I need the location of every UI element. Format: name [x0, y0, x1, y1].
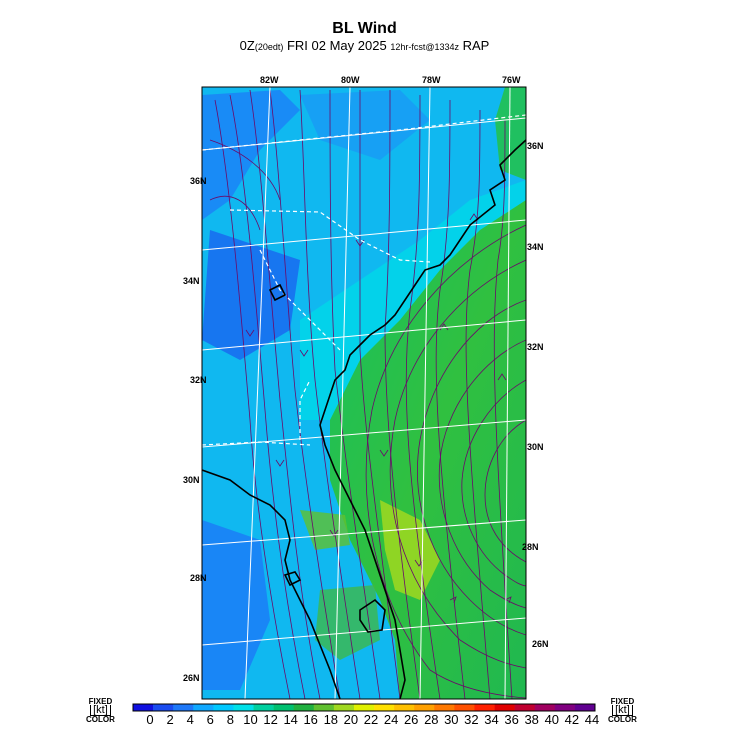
- peninsula-wind-patch: [300, 510, 350, 550]
- colorbar-tick-label: 16: [303, 712, 318, 727]
- lon-label-80w: 80W: [341, 75, 360, 85]
- map-subtitle: 0Z(20edt) FRI 02 May 2025 12hr-fcst@1334…: [0, 38, 729, 53]
- colorbar-right-fixed: FIXED: [610, 697, 635, 706]
- lon-label-82w: 82W: [260, 75, 279, 85]
- lat-label-right-30n: 30N: [527, 442, 544, 452]
- colorbar-tick-label: 4: [186, 712, 194, 727]
- subtitle-edt: (20edt): [254, 42, 284, 52]
- colorbar-tick-label: 8: [226, 712, 234, 727]
- subtitle-time: 0Z: [239, 38, 255, 53]
- colorbar-tick-label: 44: [584, 712, 600, 727]
- lat-label-right-34n: 34N: [527, 242, 544, 252]
- colorbar-tick-label: 38: [524, 712, 539, 727]
- subtitle-date: FRI 02 May 2025: [283, 38, 391, 53]
- colorbar-right-unit: [kt]: [612, 705, 633, 716]
- colorbar-tick-label: 28: [424, 712, 439, 727]
- lon-label-78w: 78W: [422, 75, 441, 85]
- colorbar-tick-label: 12: [263, 712, 278, 727]
- low-wind-patch: [202, 90, 300, 220]
- lat-label-right-32n: 32N: [527, 342, 544, 352]
- lat-label-left-26n: 26N: [183, 673, 200, 683]
- colorbar-left-fixed: FIXED: [88, 697, 113, 706]
- low-wind-patch: [202, 230, 300, 360]
- lat-label-left-34n: 34N: [183, 276, 200, 286]
- colorbar-left-unit: [kt]: [90, 705, 111, 716]
- colorbar-tick-label: 30: [444, 712, 459, 727]
- lat-label-left-30n: 30N: [183, 475, 200, 485]
- lat-label-left-32n: 32N: [190, 375, 207, 385]
- colorbar-tick-label: 42: [564, 712, 580, 727]
- lat-label-right-28n: 28N: [522, 542, 539, 552]
- colorbar-tick-label: 24: [383, 712, 399, 727]
- state-borders: [202, 114, 526, 446]
- coastline: [202, 139, 526, 699]
- colorbar-right-legend: FIXED [kt] COLOR: [608, 697, 637, 724]
- colorbar-tick-label: 32: [464, 712, 479, 727]
- lat-label-right-26n: 26N: [532, 639, 549, 649]
- low-wind-patch: [202, 520, 270, 690]
- colorbar-right-color: COLOR: [608, 715, 637, 724]
- colorbar-tick-label: 18: [323, 712, 339, 727]
- streamlines: [209, 89, 526, 699]
- colorbar-tick-label: 0: [146, 712, 154, 727]
- map-title: BL Wind: [332, 20, 397, 37]
- colorbar-left-color: COLOR: [86, 715, 115, 724]
- colorbar-tick-label: 36: [504, 712, 519, 727]
- subtitle-forecast: 12hr-fcst@1334z: [390, 42, 459, 52]
- colorbar-left-legend: FIXED [kt] COLOR: [86, 697, 115, 724]
- colorbar-tick-label: 6: [206, 712, 214, 727]
- colorbar-tick-label: 40: [544, 712, 560, 727]
- lat-label-right-36n: 36N: [527, 141, 544, 151]
- colorbar-tick-label: 22: [363, 712, 379, 727]
- coastal-wind-band: [300, 180, 526, 420]
- colorbar-tick-label: 2: [166, 712, 174, 727]
- lat-label-left-36n: 36N: [190, 176, 207, 186]
- lat-lon-grid: [202, 87, 526, 699]
- low-wind-patch: [300, 90, 430, 160]
- colorbar-tick-label: 34: [484, 712, 499, 727]
- colorbar-tick-label: 26: [403, 712, 419, 727]
- ocean-wind-field: [495, 87, 526, 180]
- peninsula-wind-patch: [315, 585, 380, 660]
- subtitle-model: RAP: [458, 38, 490, 53]
- streamline-arrows: [245, 213, 512, 604]
- colorbar-tick-label: 10: [243, 712, 258, 727]
- colorbar-tick-label: 14: [283, 712, 298, 727]
- high-wind-patch: [380, 500, 440, 600]
- colorbar-tick-label: 20: [343, 712, 359, 727]
- lon-label-76w: 76W: [502, 75, 521, 85]
- lat-label-left-28n: 28N: [190, 573, 207, 583]
- map-frame: [201, 86, 527, 700]
